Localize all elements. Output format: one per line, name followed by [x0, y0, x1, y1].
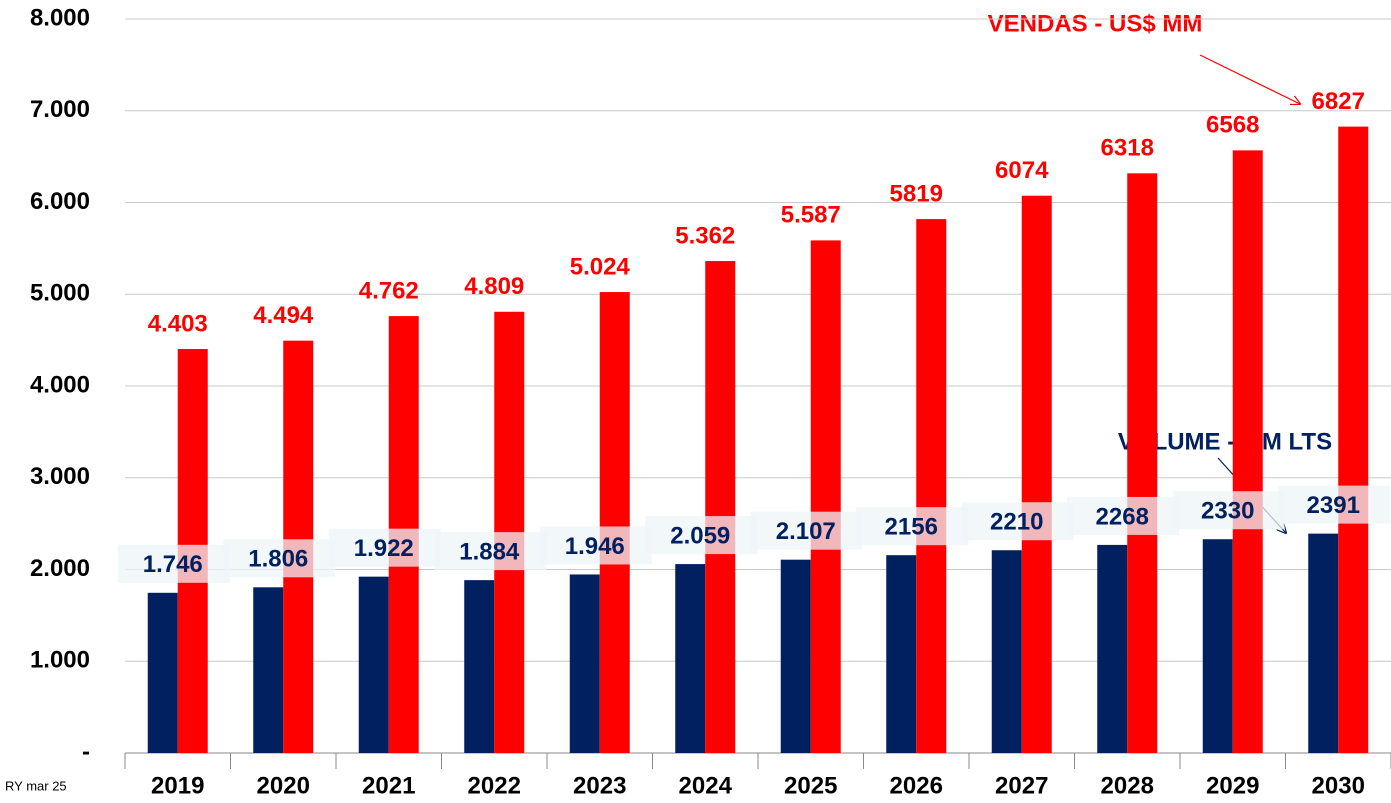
- data-label: 5.024: [570, 253, 631, 280]
- bar: [705, 261, 736, 753]
- label-background: [434, 532, 547, 571]
- label-background: [856, 507, 969, 546]
- x-tick-label: 2029: [1206, 772, 1259, 799]
- y-tick-label: 2.000: [30, 555, 90, 582]
- label-background: [750, 511, 863, 550]
- label-background: [1172, 491, 1285, 530]
- bar: [810, 240, 841, 753]
- bar: [1202, 539, 1233, 753]
- bar: [464, 580, 495, 753]
- bar: [1232, 150, 1263, 754]
- data-label: 2.107: [776, 518, 836, 545]
- y-tick-label: 4.000: [30, 371, 90, 398]
- data-label: 6568: [1206, 112, 1259, 139]
- data-label: 2156: [885, 514, 938, 541]
- data-label: 6827: [1312, 88, 1365, 115]
- y-tick-label: 6.000: [30, 188, 90, 215]
- x-tick-label: 2026: [890, 772, 943, 799]
- y-tick-label: 8.000: [30, 4, 90, 31]
- label-background: [328, 528, 441, 567]
- bar: [886, 555, 917, 753]
- data-label: 4.762: [359, 277, 419, 304]
- label-background: [961, 502, 1074, 541]
- bar: [569, 574, 600, 753]
- bar: [1021, 195, 1052, 753]
- annotation-arrow: [1199, 54, 1300, 104]
- data-label: 6074: [995, 157, 1049, 184]
- y-tick-label: 1.000: [30, 647, 90, 674]
- label-background: [1067, 496, 1180, 535]
- bar: [780, 559, 811, 753]
- x-tick-label: 2030: [1312, 772, 1365, 799]
- x-tick-label: 2023: [573, 772, 626, 799]
- x-tick-label: 2021: [362, 772, 415, 799]
- footnote: RY mar 25: [5, 778, 67, 793]
- bar: [253, 587, 284, 753]
- bar: [599, 292, 630, 753]
- data-label: 2268: [1096, 503, 1149, 530]
- data-label: 2391: [1307, 492, 1360, 519]
- data-label: 2.059: [670, 522, 730, 549]
- label-background: [223, 539, 336, 578]
- data-label: 4.809: [464, 273, 524, 300]
- label-background: [645, 516, 758, 555]
- label-background: [539, 526, 652, 565]
- label-background: [1278, 485, 1391, 524]
- data-label: 2330: [1201, 498, 1254, 525]
- label-background: [117, 544, 230, 583]
- bar: [1127, 173, 1158, 754]
- data-label: 4.403: [148, 310, 208, 337]
- x-tick-label: 2019: [151, 772, 204, 799]
- data-label: 5.362: [675, 222, 735, 249]
- y-tick-label: -: [82, 738, 90, 765]
- data-label: 2210: [990, 509, 1043, 536]
- data-label: 1.946: [565, 533, 625, 560]
- x-tick-label: 2020: [257, 772, 310, 799]
- bar: [1338, 126, 1369, 754]
- x-tick-label: 2028: [1101, 772, 1154, 799]
- x-tick-label: 2024: [679, 772, 733, 799]
- bar: [147, 592, 178, 753]
- x-tick-label: 2022: [468, 772, 521, 799]
- data-label: 6318: [1101, 135, 1154, 162]
- data-label: 5819: [890, 180, 943, 207]
- bar: [358, 576, 389, 753]
- series-annotation: VENDAS - US$ MM: [988, 10, 1203, 37]
- data-label: 4.494: [253, 302, 314, 329]
- data-label: 1.746: [143, 551, 203, 578]
- y-tick-label: 7.000: [30, 96, 90, 123]
- y-tick-label: 3.000: [30, 463, 90, 490]
- bar: [991, 550, 1022, 753]
- x-tick-label: 2027: [995, 772, 1048, 799]
- bar: [916, 219, 947, 753]
- bar: [1097, 544, 1128, 753]
- bar: [1308, 533, 1339, 753]
- bar: [675, 564, 706, 753]
- data-label: 1.884: [459, 538, 520, 565]
- data-label: 1.922: [354, 535, 414, 562]
- y-tick-label: 5.000: [30, 280, 90, 307]
- data-label: 1.806: [248, 546, 308, 573]
- x-tick-label: 2025: [784, 772, 837, 799]
- data-label: 5.587: [781, 202, 841, 229]
